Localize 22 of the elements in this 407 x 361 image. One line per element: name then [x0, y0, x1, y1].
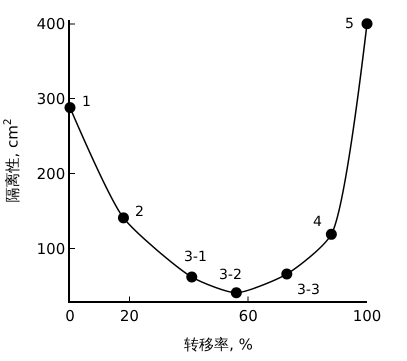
annotation: 1 — [82, 94, 91, 110]
x-tick-label: 0 — [65, 306, 75, 325]
point — [230, 287, 242, 298]
point — [281, 268, 292, 280]
y-tick-label: 300 — [36, 90, 66, 108]
y-tick-label: 200 — [36, 164, 66, 183]
y-tick-label: 400 — [36, 15, 66, 33]
annotation: 5 — [345, 16, 354, 32]
annotation: 4 — [313, 214, 322, 230]
annotation: 3-2 — [219, 267, 242, 283]
y-tick-label: 100 — [36, 240, 66, 258]
annotation: 3-1 — [184, 249, 207, 265]
x-tick-label: 20 — [120, 306, 139, 325]
x-axis-title: 转移率, % — [184, 335, 253, 354]
annotation: 2 — [135, 204, 144, 220]
x-tick-label: 60 — [238, 306, 258, 325]
x-tick-label: 100 — [352, 306, 382, 325]
point — [362, 18, 372, 30]
point — [326, 228, 337, 240]
annotation: 3-3 — [297, 282, 320, 298]
point — [186, 272, 198, 283]
point — [118, 212, 129, 224]
